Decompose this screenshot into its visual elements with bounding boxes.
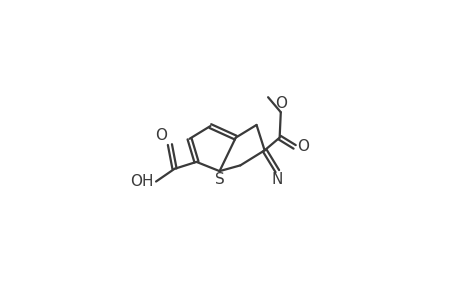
Text: OH: OH [130, 174, 153, 189]
Text: N: N [271, 172, 282, 187]
Text: S: S [214, 172, 224, 187]
Text: O: O [155, 128, 167, 143]
Text: O: O [274, 96, 286, 111]
Text: O: O [297, 140, 308, 154]
